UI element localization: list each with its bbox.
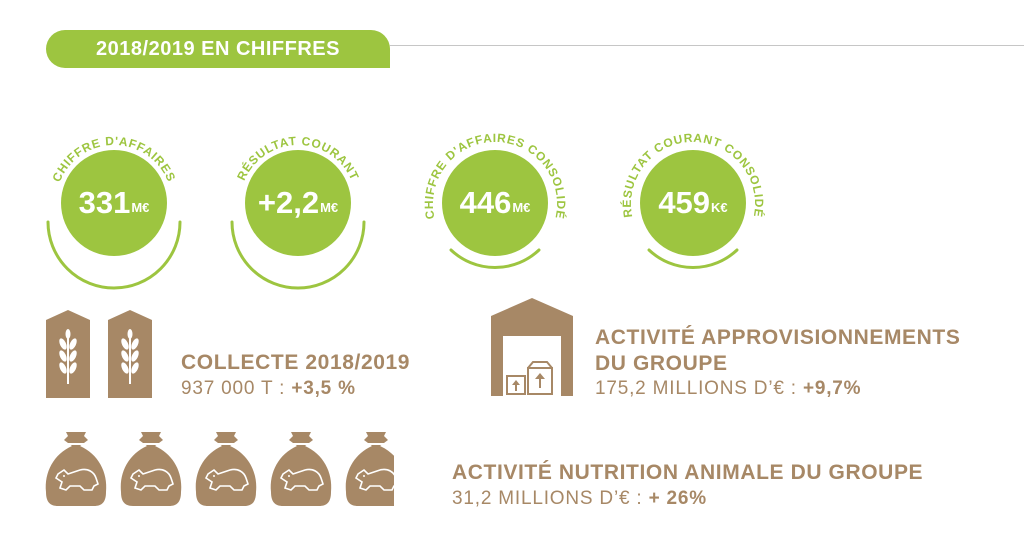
appro-title-line-1: ACTIVITÉ APPROVISIONNEMENTS [595,326,961,349]
header-divider [390,45,1024,46]
appro-title: ACTIVITÉ APPROVISIONNEMENTS DU GROUPE [595,325,960,377]
collecte-value: 937 000 T : [181,378,292,399]
feed-sack-icon [44,431,394,507]
kpi-value: 459 [658,185,711,220]
grain-silo-icon [46,310,152,398]
nutrition-title: ACTIVITÉ NUTRITION ANIMALE DU GROUPE [452,461,924,484]
kpi-chiffre-affaires-consolide: CHIFFRE D'AFFAIRES CONSOLIDÉ 446 M€ [418,110,568,269]
collecte-title: COLLECTE 2018/2019 [181,351,411,374]
nutrition-stat: 31,2 MILLIONS D’€ : + 26% [452,487,707,511]
collecte-growth: +3,5 % [291,378,356,399]
appro-growth: +9,7% [802,378,862,399]
nutrition-value: 31,2 MILLIONS D’€ : [452,488,649,509]
warehouse-icon [491,298,573,396]
kpi-unit: M€ [512,199,531,215]
kpi-value: +2,2 [257,185,320,220]
kpi-resultat-courant: RÉSULTAT COURANT +2,2 M€ [221,110,371,290]
section-title: 2018/2019 EN CHIFFRES [96,38,340,60]
appro-stat: 175,2 MILLIONS D’€ : +9,7% [595,377,861,401]
kpi-value: 446 [459,185,512,220]
kpi-value-disk: +2,2 M€ [245,150,351,256]
kpi-value-disk: 331 M€ [61,150,167,256]
kpi-resultat-courant-consolide: RÉSULTAT COURANT CONSOLIDÉ 459 K€ [616,110,766,269]
section-title-tab: 2018/2019 EN CHIFFRES [46,30,390,68]
kpi-chiffre-affaires: CHIFFRE D'AFFAIRES 331 M€ [37,110,187,290]
nutrition-growth: + 26% [648,488,707,509]
kpi-unit: K€ [711,199,728,215]
appro-title-line-2: DU GROUPE [595,352,728,375]
collecte-stat: 937 000 T : +3,5 % [181,377,356,401]
kpi-unit: M€ [131,199,150,215]
kpi-unit: M€ [320,199,339,215]
appro-value: 175,2 MILLIONS D’€ : [595,378,803,399]
kpi-value-disk: 446 M€ [442,150,548,256]
kpi-value-disk: 459 K€ [640,150,746,256]
kpi-value: 331 [78,185,131,220]
